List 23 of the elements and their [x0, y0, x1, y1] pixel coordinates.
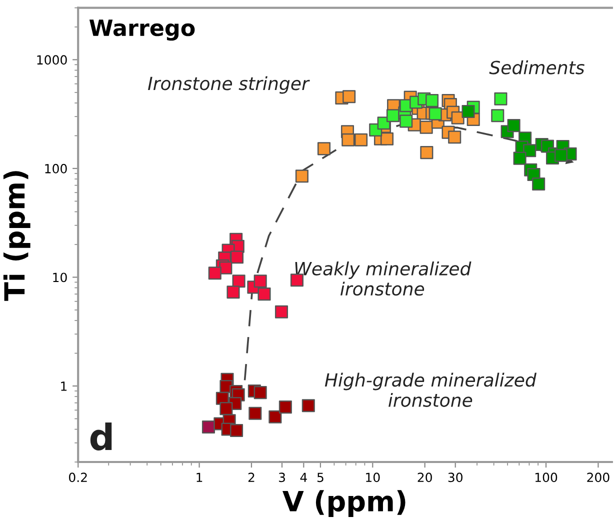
y-tick-label: 1 — [61, 382, 67, 391]
annotation: Sediments — [489, 60, 584, 74]
x-tick-label: 200 — [587, 472, 610, 482]
y-tick-label: 10 — [53, 272, 67, 282]
x-tick-label: 1 — [196, 472, 202, 482]
x-tick-label: 20 — [418, 472, 432, 482]
x-tick-label: 3 — [278, 472, 285, 482]
annotation: Weakly mineralized ironstone — [295, 261, 472, 296]
annotation: d — [90, 422, 112, 450]
x-tick-label: 4 — [300, 472, 307, 482]
y-tick-label: 1000 — [37, 55, 67, 65]
x-axis-title: V (ppm) — [282, 490, 406, 517]
x-tick-label: 10 — [366, 472, 380, 482]
annotation: Ironstone stringer — [148, 76, 310, 94]
x-tick-label: 0.2 — [68, 472, 87, 482]
annotation: High-grade mineralized ironstone — [324, 372, 536, 407]
text: Warrego — [89, 20, 195, 41]
y-axis-title: Ti (ppm) — [3, 171, 30, 301]
x-tick-label: 2 — [248, 472, 254, 482]
x-tick-label: 100 — [535, 472, 558, 482]
y-tick-label: 100 — [45, 164, 67, 174]
x-tick-label: 30 — [448, 472, 462, 482]
x-tick-label: 5 — [317, 472, 324, 482]
